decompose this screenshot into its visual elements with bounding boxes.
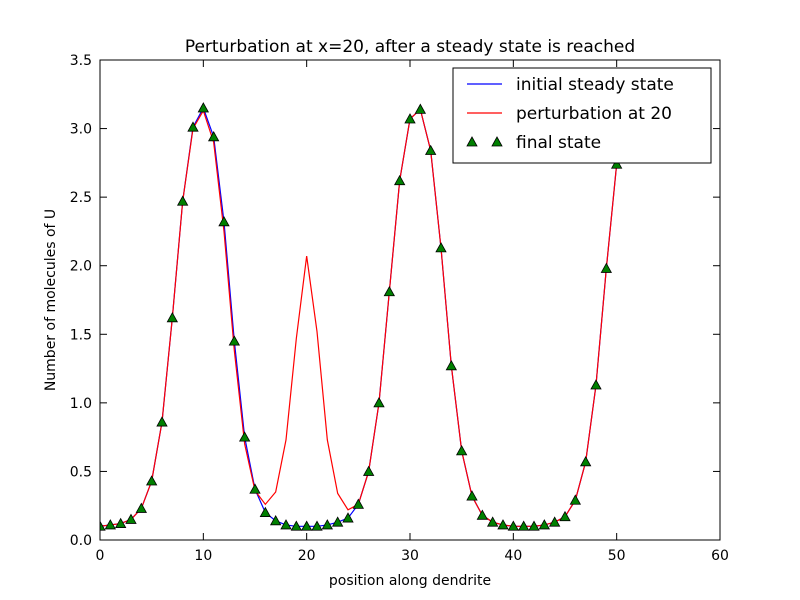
data-point: [197, 102, 210, 113]
data-point: [249, 483, 261, 494]
data-point: [404, 113, 416, 124]
x-tick-label: 60: [711, 548, 729, 564]
data-point: [238, 431, 251, 442]
x-axis-label: position along dendrite: [329, 573, 491, 589]
data-point: [145, 475, 158, 486]
x-tick-label: 10: [194, 548, 212, 564]
data-point: [352, 498, 365, 509]
legend-swatch: [491, 136, 503, 147]
data-point: [280, 519, 292, 530]
data-point: [300, 520, 313, 531]
legend: initial steady state perturbation at 20 fi…: [452, 67, 712, 164]
x-tick-label: 20: [298, 548, 316, 564]
data-point: [166, 312, 179, 323]
data-point: [311, 520, 323, 531]
data-point: [114, 517, 127, 528]
legend-swatch: [466, 136, 478, 147]
data-point: [600, 262, 613, 273]
legend-label: initial steady state: [516, 75, 674, 95]
y-axis: 0.0 0.5 1.0 1.5 2.0 2.5 3.0 3.5: [70, 53, 720, 549]
data-point: [331, 516, 344, 527]
data-point: [218, 216, 230, 227]
data-point: [424, 144, 437, 155]
y-tick-label: 3.5: [70, 53, 92, 69]
x-tick-label: 30: [401, 548, 419, 564]
data-point: [176, 195, 189, 206]
data-point: [590, 379, 602, 390]
data-point: [383, 285, 396, 297]
x-axis: 0 10 20 30 40 50 60: [96, 60, 729, 564]
chart-title: Perturbation at x=20, after a steady sta…: [185, 37, 635, 57]
data-point: [373, 397, 385, 408]
y-tick-label: 0.0: [70, 533, 92, 549]
data-point: [290, 520, 303, 531]
legend-label: perturbation at 20: [516, 104, 672, 124]
data-point: [497, 519, 509, 530]
data-point: [476, 509, 489, 520]
data-point: [486, 516, 499, 527]
data-point: [445, 360, 458, 371]
series-line-1: [100, 108, 618, 527]
data-point: [393, 174, 406, 186]
x-tick-label: 40: [504, 548, 522, 564]
legend-label: final state: [516, 133, 601, 153]
x-tick-label: 50: [608, 548, 626, 564]
data-point: [362, 465, 375, 476]
data-point: [569, 494, 582, 505]
y-axis-label: Number of molecules of U: [43, 209, 59, 391]
data-point: [548, 516, 561, 527]
y-tick-label: 1.0: [70, 396, 92, 412]
series-line-0: [100, 106, 618, 527]
y-tick-label: 3.0: [70, 122, 92, 138]
data-point: [228, 335, 241, 346]
y-tick-label: 2.5: [70, 190, 92, 206]
data-point: [538, 519, 551, 530]
data-point: [414, 103, 427, 114]
y-tick-label: 1.5: [70, 327, 92, 343]
series-layer: [100, 102, 623, 531]
x-tick-label: 0: [96, 548, 105, 564]
data-point: [435, 242, 447, 253]
data-point: [342, 512, 354, 523]
data-point: [321, 519, 334, 530]
data-point: [207, 130, 220, 142]
data-point: [187, 121, 199, 132]
data-point: [517, 520, 530, 531]
data-point: [259, 506, 272, 517]
data-point: [100, 520, 106, 531]
data-point: [507, 520, 520, 531]
data-point: [610, 158, 623, 169]
data-point: [466, 490, 478, 501]
y-tick-label: 0.5: [70, 464, 92, 480]
data-point: [559, 510, 571, 522]
data-point: [104, 519, 117, 530]
data-point: [269, 514, 282, 526]
y-tick-label: 2.0: [70, 259, 92, 275]
data-point: [528, 520, 540, 531]
data-point: [156, 416, 168, 427]
data-point: [135, 502, 148, 513]
data-point: [455, 445, 468, 456]
data-point: [125, 513, 137, 524]
data-point: [579, 456, 592, 467]
